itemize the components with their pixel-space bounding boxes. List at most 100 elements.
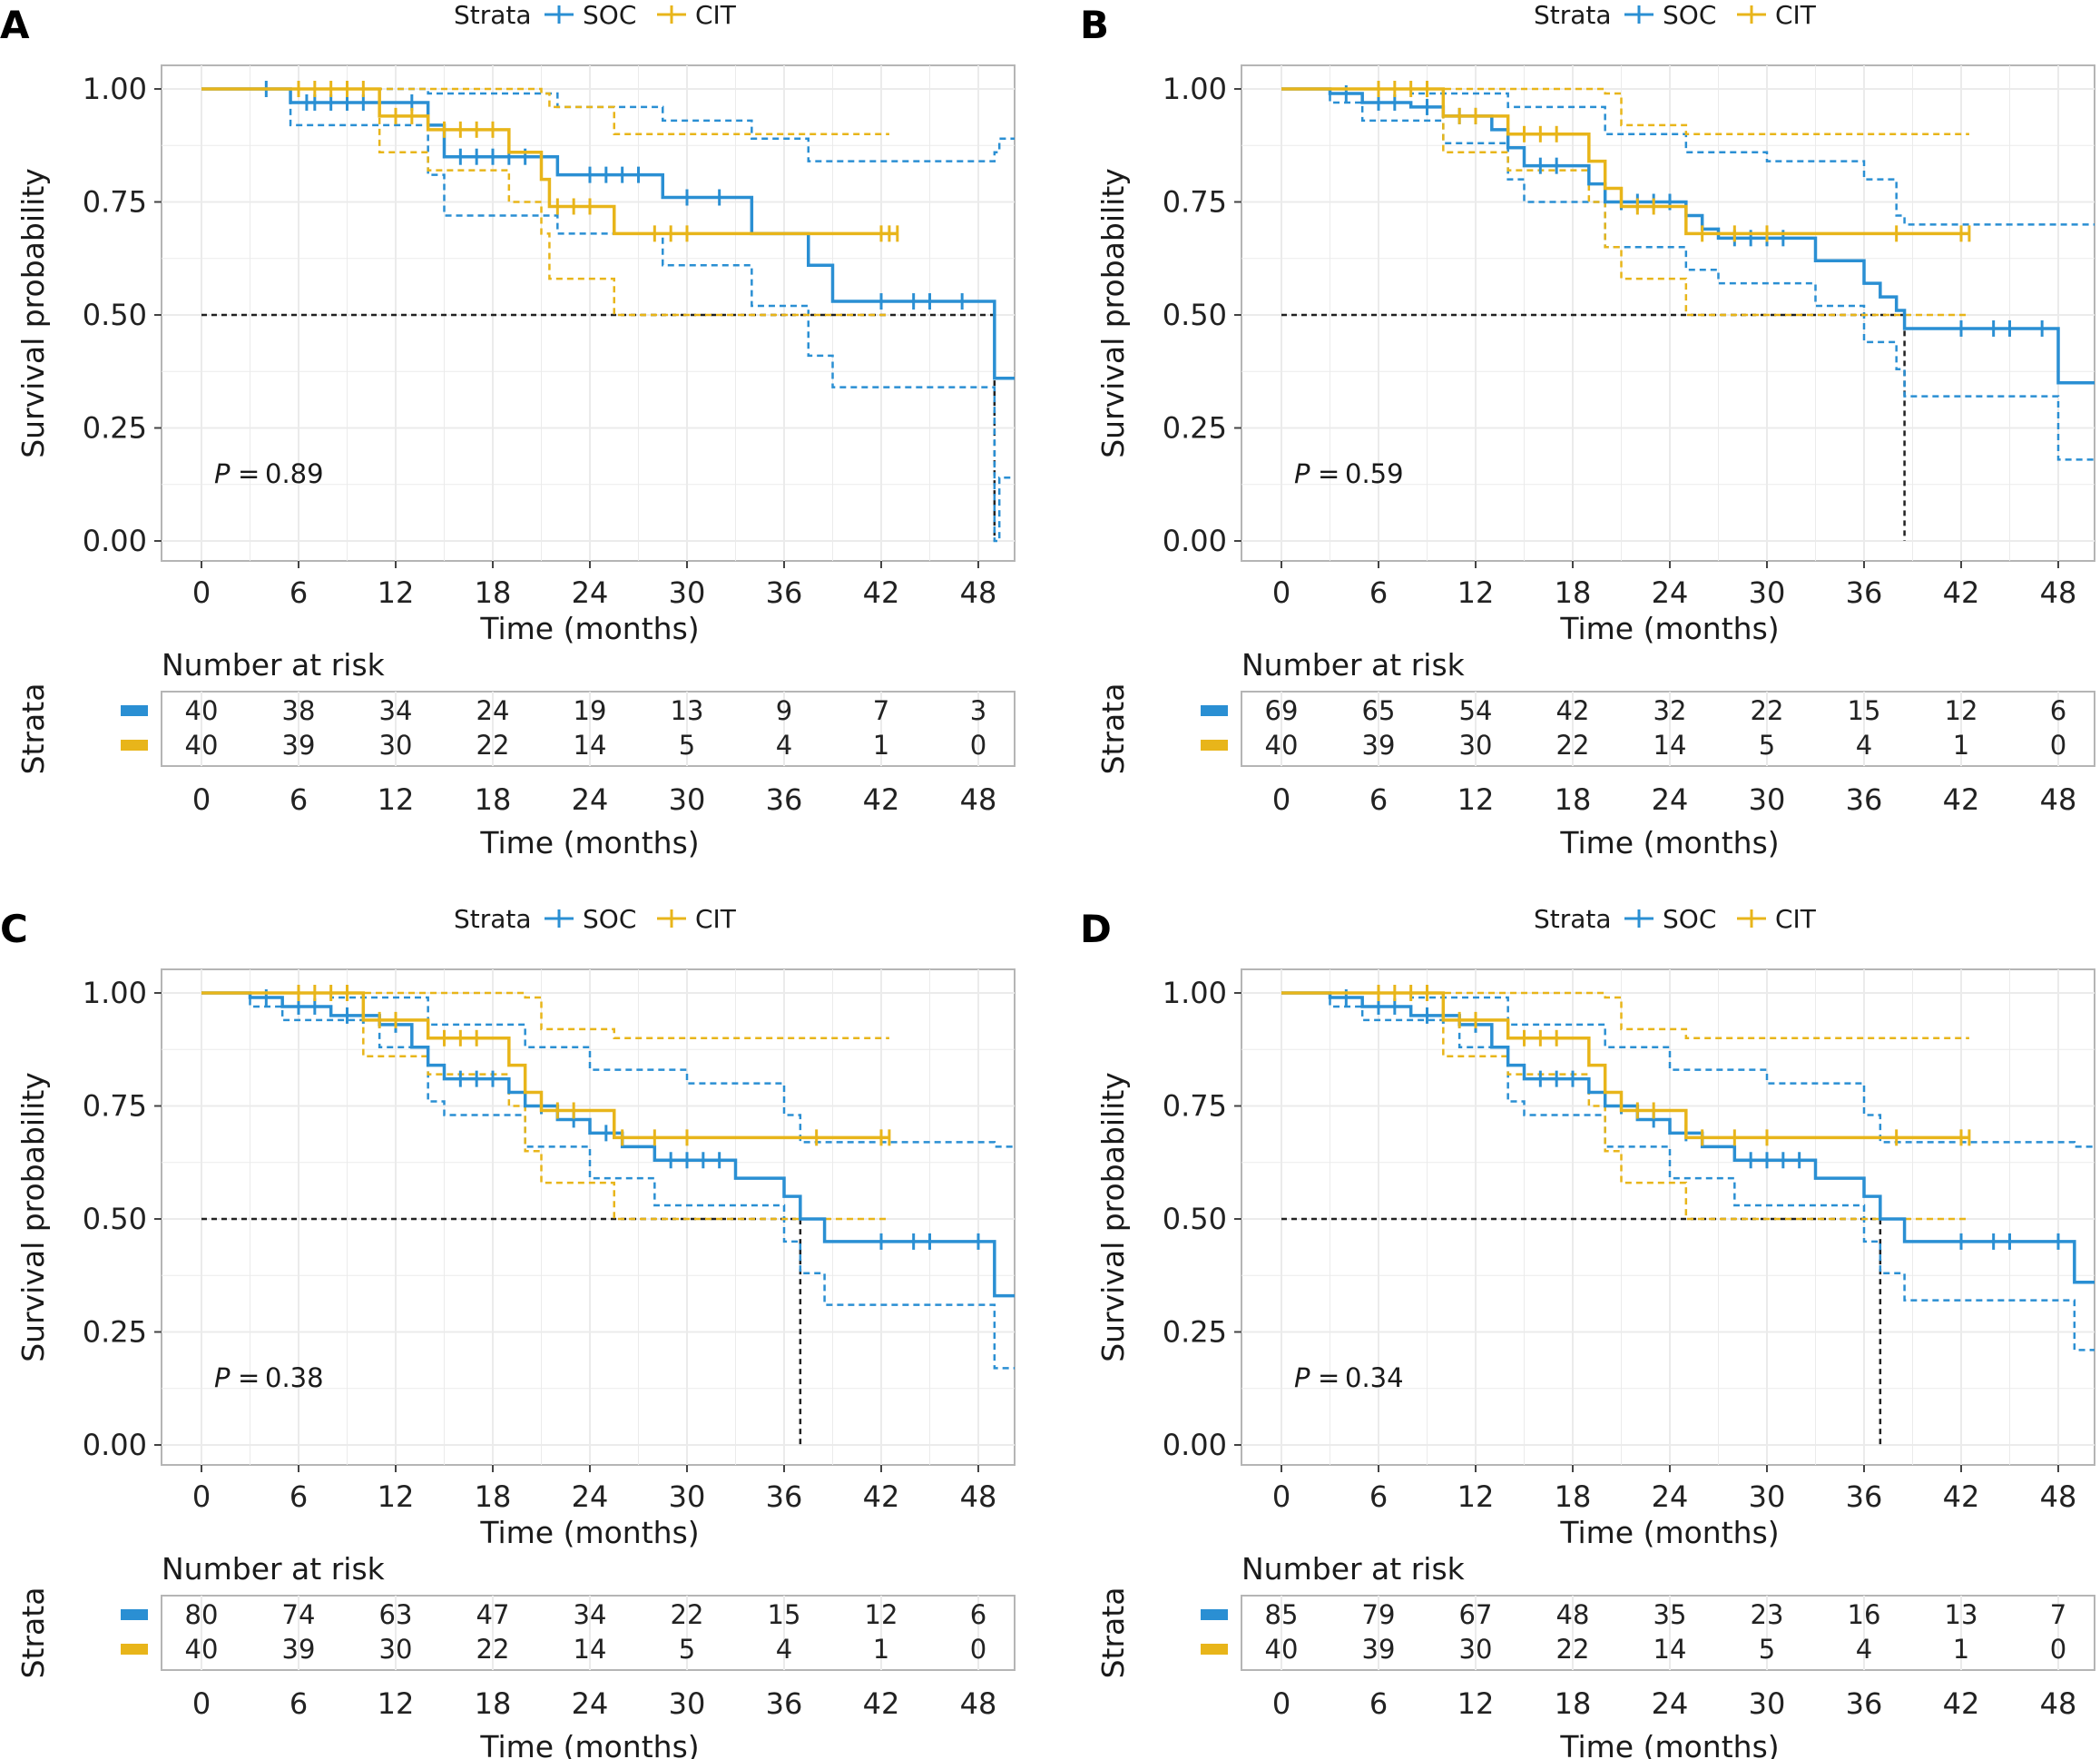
risk-count: 0 [970,1634,986,1665]
risk-count: 40 [1265,1634,1299,1665]
risk-count: 30 [1459,730,1493,761]
risk-x-tick-label: 36 [766,1686,803,1721]
legend: Strata SOC CIT [454,904,737,934]
risk-count: 15 [768,1599,801,1630]
risk-x-tick-label: 18 [1555,1686,1592,1721]
legend-label-cit: CIT [1775,0,1817,30]
risk-count: 4 [1856,1634,1872,1665]
risk-count: 6 [970,1599,986,1630]
p-value-equals: = [1318,458,1339,489]
risk-table-y-title: Strata [1095,1587,1131,1679]
x-tick-label: 36 [1846,1479,1883,1514]
risk-x-axis-title: Time (months) [1559,1729,1779,1759]
y-tick-label: 0.00 [1163,1428,1227,1462]
risk-x-tick-label: 36 [1846,782,1883,817]
survival-curve-cit [1281,87,1969,236]
x-tick-label: 0 [1272,575,1290,610]
p-value-symbol: P [214,1362,231,1393]
risk-count: 5 [679,1634,695,1665]
risk-count: 40 [1265,730,1299,761]
risk-x-axis-title: Time (months) [479,1729,699,1759]
panel-letter: C [0,907,28,951]
ci-lower-cit [1281,87,1969,317]
panel-letter: B [1080,3,1109,47]
risk-x-tick-label: 48 [960,782,997,817]
risk-x-tick-label: 24 [572,782,609,817]
risk-count: 22 [1556,730,1590,761]
risk-x-axis-title: Time (months) [479,825,699,860]
risk-count: 12 [865,1599,898,1630]
x-tick-label: 18 [475,1479,512,1514]
risk-table-box [1241,691,2095,767]
legend: Strata SOC CIT [1534,0,1817,30]
legend-title: Strata [454,904,532,934]
risk-count: 14 [574,730,607,761]
risk-count: 0 [970,730,986,761]
x-tick-label: 6 [1369,575,1388,610]
risk-table-y-title: Strata [15,1587,51,1679]
risk-count: 22 [476,1634,510,1665]
median-reference-line [201,1217,802,1445]
curves [1281,81,2095,541]
risk-count: 4 [776,1634,792,1665]
risk-count: 12 [1945,695,1978,726]
panel-letter: D [1080,907,1112,951]
curves [1281,985,2095,1445]
panel-letter: A [0,3,30,47]
risk-x-tick-label: 42 [863,782,900,817]
risk-table-box [1241,1595,2095,1671]
risk-count: 14 [574,1634,607,1665]
risk-count: 24 [476,695,510,726]
risk-x-tick-label: 18 [475,782,512,817]
x-tick-label: 24 [572,1479,609,1514]
risk-count: 48 [1556,1599,1590,1630]
risk-table-title: Number at risk [1241,1551,1466,1587]
risk-x-tick-label: 48 [960,1686,997,1721]
risk-count: 40 [185,1634,219,1665]
risk-count: 19 [574,695,607,726]
y-tick-label: 0.50 [1163,1202,1227,1236]
p-value-text: 0.38 [265,1362,324,1393]
x-tick-label: 48 [960,575,997,610]
ci-upper-cit [1281,991,1969,1040]
risk-table-y-title: Strata [1095,683,1131,775]
ci-lower-soc [201,87,1015,543]
risk-count: 7 [873,695,889,726]
risk-count: 34 [574,1599,607,1630]
y-tick-label: 0.25 [83,1315,147,1350]
risk-x-tick-label: 12 [1457,1686,1495,1721]
ci-upper-soc [201,991,1015,1148]
risk-count: 63 [379,1599,413,1630]
risk-count: 79 [1362,1599,1396,1630]
y-tick-label: 0.00 [83,524,147,558]
risk-x-tick-label: 42 [1943,1686,1980,1721]
survival-curve-soc [201,87,1015,380]
risk-table-title: Number at risk [1241,647,1466,683]
y-tick-label: 0.00 [1163,524,1227,558]
risk-x-tick-label: 6 [289,1686,308,1721]
p-value-annotation: P = 0.59 [1294,458,1404,489]
y-tick-label: 0.75 [1163,1089,1227,1124]
risk-x-tick-label: 30 [1749,1686,1786,1721]
x-tick-label: 12 [1457,1479,1495,1514]
p-value-annotation: P = 0.34 [1294,1362,1404,1393]
y-tick-label: 0.25 [1163,1315,1227,1350]
chart-panel-a: A Strata SOC CIT 0.00 0.25 0.50 0.75 1.00 0 6 12 18 2… [0,0,1016,860]
risk-count: 3 [970,695,986,726]
x-tick-label: 42 [1943,1479,1980,1514]
legend-label-soc: SOC [583,0,636,30]
risk-x-tick-label: 0 [192,1686,211,1721]
risk-count: 13 [671,695,704,726]
y-tick-label: 0.25 [83,411,147,446]
risk-count: 67 [1459,1599,1493,1630]
p-value-equals: = [238,1362,260,1393]
x-tick-label: 42 [863,575,900,610]
risk-x-tick-label: 6 [1369,1686,1388,1721]
chart-panel-b: B Strata SOC CIT 0.00 0.25 0.50 0.75 1.00 0 6 12 18 2… [1080,0,2095,860]
x-axis-title: Time (months) [479,611,699,646]
ci-upper-cit [201,991,889,1040]
ci-upper-soc [1281,87,2095,226]
legend-label-cit: CIT [695,0,737,30]
x-tick-label: 6 [289,1479,308,1514]
